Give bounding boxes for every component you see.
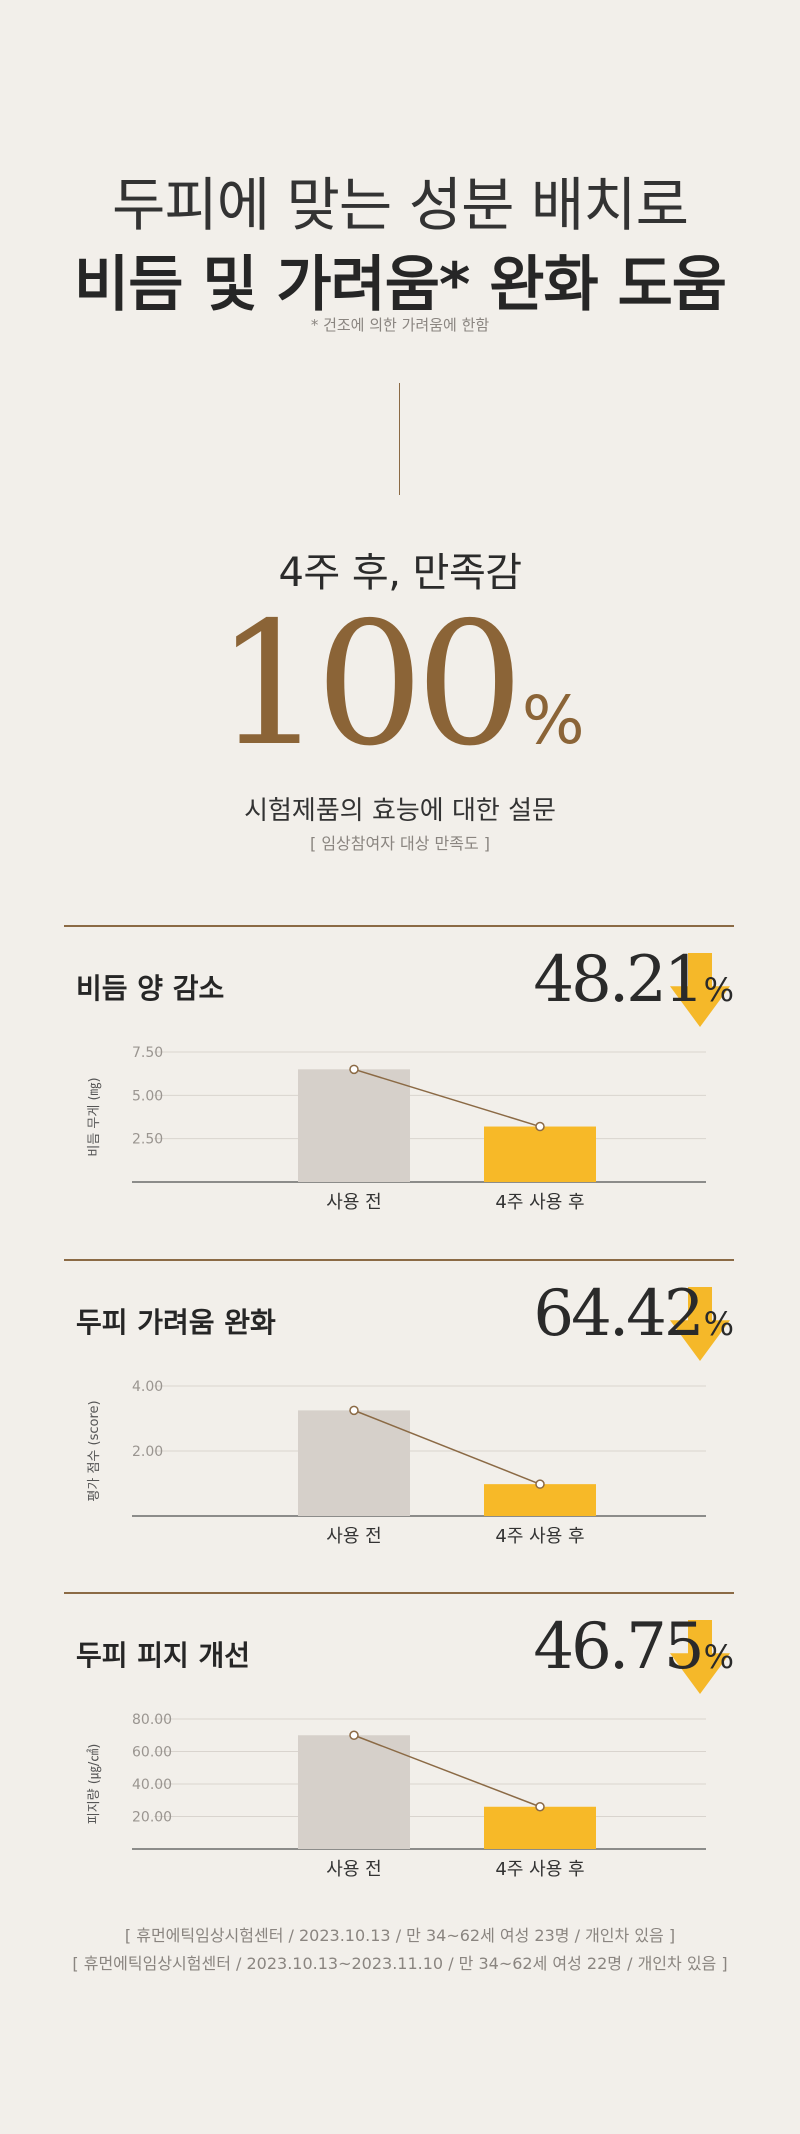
headline-footnote: * 건조에 의한 가려움에 한함 [310, 316, 490, 334]
y-tick-label: 5.00 [132, 1088, 163, 1104]
footnote-line1: [ 휴먼에틱임상시험센터 / 2023.10.13 / 만 34~62세 여성 … [124, 1926, 676, 1945]
y-tick-label: 20.00 [132, 1810, 172, 1826]
trend-point-before [349, 1064, 359, 1075]
chart-dandruff: 비듬 무게 (㎎) 2.50 5.00 7.50 사용 전 4주 사용 후 [87, 1045, 706, 1213]
stat-figure: 46.75% [533, 1610, 734, 1684]
headline-line2: 비듬 및 가려움* 완화 도움 [74, 250, 727, 320]
section-title: 비듬 양 감소 [76, 972, 225, 1005]
chart-itch: 평가 점수 (score) 2.00 4.00 사용 전 4주 사용 후 [87, 1379, 706, 1547]
x-tick-label: 4주 사용 후 [495, 1859, 584, 1880]
stat-figure: 48.21% [533, 943, 734, 1017]
y-tick-label: 2.00 [132, 1444, 163, 1460]
stat-badge: 64.42% [494, 1277, 734, 1387]
divider-vertical [399, 383, 400, 495]
chart-sebum: 피지량 (㎍/㎠) 20.00 40.00 60.00 80.00 사용 전 4주 사용 후 [87, 1712, 706, 1880]
y-tick-label: 2.50 [132, 1132, 163, 1148]
satisfaction-title: 4주 후, 만족감 [278, 550, 522, 596]
satisfaction-figure: 100% [0, 600, 800, 806]
bar-before [298, 1069, 410, 1182]
y-axis-label: 비듬 무게 (㎎) [87, 1077, 102, 1156]
section-dandruff: 비듬 양 감소 48.21% 비듬 무게 (㎎) 2.50 5.00 7.50 사용 전… [64, 925, 734, 1235]
section-divider [64, 925, 734, 927]
section-title: 두피 가려움 완화 [76, 1306, 276, 1339]
trend-point-after [535, 1479, 545, 1489]
satisfaction-value: 100 [215, 586, 523, 784]
y-tick-label: 80.00 [132, 1712, 172, 1728]
stat-unit: % [703, 971, 734, 1009]
satisfaction-unit: % [521, 682, 585, 759]
y-tick-label: 7.50 [132, 1045, 163, 1061]
stat-value: 64.42 [533, 1277, 704, 1351]
x-tick-label: 4주 사용 후 [495, 1526, 584, 1547]
x-tick-label: 사용 전 [326, 1859, 381, 1880]
headline-line1: 두피에 맞는 성분 배치로 [112, 171, 689, 239]
satisfaction-sub-caption: [ 임상참여자 대상 만족도 ] [309, 834, 491, 853]
bar-before [298, 1735, 410, 1849]
trend-point-before [349, 1730, 359, 1740]
section-title: 두피 피지 개선 [76, 1639, 251, 1672]
satisfaction-caption: 시험제품의 효능에 대한 설문 [244, 796, 556, 826]
bar-before [298, 1410, 410, 1516]
y-tick-label: 4.00 [132, 1379, 163, 1395]
section-sebum: 두피 피지 개선 46.75% 피지량 (㎍/㎠) 20.00 40.00 60.00… [64, 1592, 734, 1902]
trend-line [353, 1068, 541, 1128]
bar-after [484, 1126, 596, 1182]
stat-figure: 64.42% [533, 1277, 734, 1351]
y-axis-label: 평가 점수 (score) [87, 1400, 102, 1501]
footnote-line2: [ 휴먼에틱임상시험센터 / 2023.10.13~2023.11.10 / 만… [72, 1954, 728, 1973]
bar-after [484, 1806, 596, 1849]
stat-value: 46.75 [533, 1610, 704, 1684]
section-divider [64, 1592, 734, 1594]
y-tick-label: 60.00 [132, 1745, 172, 1761]
x-tick-label: 4주 사용 후 [495, 1192, 584, 1213]
x-tick-label: 사용 전 [326, 1526, 381, 1547]
stat-value: 48.21 [533, 943, 704, 1017]
section-divider [64, 1259, 734, 1261]
trend-point-after [535, 1802, 545, 1812]
bar-after [484, 1484, 596, 1516]
stat-unit: % [703, 1638, 734, 1676]
y-axis-label: 피지량 (㎍/㎠) [87, 1744, 102, 1825]
trend-line [353, 1734, 541, 1808]
y-tick-label: 40.00 [132, 1777, 172, 1793]
stat-badge: 48.21% [494, 943, 734, 1053]
section-itch: 두피 가려움 완화 64.42% 평가 점수 (score) 2.00 4.00 사용… [64, 1259, 734, 1569]
stat-unit: % [703, 1305, 734, 1343]
trend-line [353, 1409, 541, 1485]
trend-point-after [535, 1121, 545, 1132]
trend-point-before [349, 1405, 359, 1416]
stat-badge: 46.75% [494, 1610, 734, 1720]
x-tick-label: 사용 전 [326, 1192, 381, 1213]
